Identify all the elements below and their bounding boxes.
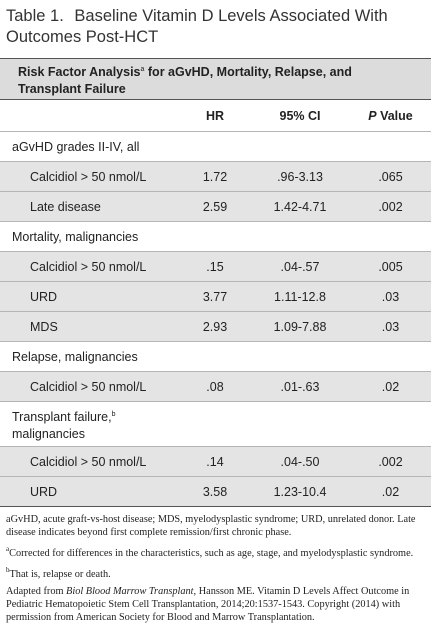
row-label: URD — [0, 476, 180, 507]
journal-name: Biol Blood Marrow Transplant — [66, 586, 194, 597]
section-text: malignancies — [12, 426, 85, 441]
data-row: URD 3.77 1.11-12.8.03 — [0, 281, 431, 312]
value-cell: .04-.57 — [250, 251, 350, 282]
source-text: Adapted from — [6, 586, 67, 597]
footnote: aCorrected for differences in the charac… — [6, 543, 426, 560]
section-text: Transplant failure, — [12, 409, 112, 424]
data-row: URD 3.58 1.23-10.4.02 — [0, 476, 431, 507]
table-label: Table 1. — [6, 7, 64, 25]
data-row: Calcidiol > 50 nmol/L 1.72.96-3.13.065 — [0, 161, 431, 192]
header-cell: P Value — [350, 99, 431, 132]
row-label: Calcidiol > 50 nmol/L — [0, 371, 180, 402]
value-cell: .01-.63 — [250, 371, 350, 402]
caption-text: Risk Factor Analysis — [18, 64, 141, 79]
section-row: Mortality, malignancies — [0, 221, 431, 252]
value-cell: .03 — [350, 311, 431, 342]
section-text: Mortality, malignancies — [12, 229, 139, 244]
caption-row: Risk Factor Analysisa for aGvHD, Mortali… — [0, 58, 431, 100]
footnote-text: Corrected for differences in the charact… — [9, 548, 414, 559]
footnote-text: That is, relapse or death. — [9, 569, 111, 580]
header-cell — [0, 99, 180, 132]
footnote-mark: a — [6, 545, 10, 553]
value-cell: .04-.50 — [250, 446, 350, 477]
value-cell: 1.72 — [180, 161, 250, 192]
row-label: Calcidiol > 50 nmol/L — [0, 446, 180, 477]
section-text: Relapse, malignancies — [12, 349, 138, 364]
section-row: Relapse, malignancies — [0, 341, 431, 372]
footnote: aGvHD, acute graft-vs-host disease; MDS,… — [6, 514, 416, 538]
header-cell: HR — [180, 99, 250, 132]
header-italic: P — [368, 108, 377, 123]
section-row: Transplant failure,b malignancies — [0, 401, 431, 447]
value-cell: 3.77 — [180, 281, 250, 312]
value-cell: 1.23-10.4 — [250, 476, 350, 507]
caption-cell: Risk Factor Analysisa for aGvHD, Mortali… — [0, 58, 431, 100]
value-cell: 1.42-4.71 — [250, 191, 350, 222]
row-label: Calcidiol > 50 nmol/L — [0, 161, 180, 192]
section-label: aGvHD grades II-IV, all — [0, 131, 431, 162]
value-cell: .03 — [350, 281, 431, 312]
row-label: MDS — [0, 311, 180, 342]
value-cell: .005 — [350, 251, 431, 282]
footnote-mark: a — [140, 65, 145, 73]
source-text: , Hansson ME. Vitamin D Levels Affect Ou… — [6, 586, 410, 623]
value-cell: .02 — [350, 371, 431, 402]
value-cell: .002 — [350, 191, 431, 222]
data-row: Calcidiol > 50 nmol/L .14.04-.50.002 — [0, 446, 431, 477]
column-header-row: HR 95% CI P Value — [0, 99, 431, 132]
source-note: Adapted from Biol Blood Marrow Transplan… — [6, 585, 426, 624]
value-cell: 2.93 — [180, 311, 250, 342]
value-cell: .002 — [350, 446, 431, 477]
data-row: Calcidiol > 50 nmol/L .15.04-.57.005 — [0, 251, 431, 282]
data-row: MDS 2.93 1.09-7.88.03 — [0, 311, 431, 342]
data-row: Calcidiol > 50 nmol/L .08.01-.63.02 — [0, 371, 431, 402]
header-text: Value — [376, 108, 413, 123]
value-cell: 3.58 — [180, 476, 250, 507]
data-row: Late disease 2.59 1.42-4.71.002 — [0, 191, 431, 222]
row-label: Late disease — [0, 191, 180, 222]
section-label: Transplant failure,b malignancies — [0, 401, 431, 447]
header-cell: 95% CI — [250, 99, 350, 132]
footnote: bThat is, relapse or death. — [6, 564, 426, 581]
value-cell: .065 — [350, 161, 431, 192]
caption-text: for aGvHD, Mortality, Relapse, and Trans… — [18, 64, 352, 96]
section-text: aGvHD grades II-IV, all — [12, 139, 140, 154]
value-cell: .14 — [180, 446, 250, 477]
value-cell: .96-3.13 — [250, 161, 350, 192]
data-table: Risk Factor Analysisa for aGvHD, Mortali… — [0, 58, 431, 507]
footnotes: aGvHD, acute graft-vs-host disease; MDS,… — [6, 513, 426, 628]
section-row: aGvHD grades II-IV, all — [0, 131, 431, 162]
value-cell: .08 — [180, 371, 250, 402]
row-label: Calcidiol > 50 nmol/L — [0, 251, 180, 282]
title-text: Baseline Vitamin D Levels Associated Wit… — [6, 7, 388, 46]
value-cell: 1.11-12.8 — [250, 281, 350, 312]
footnote-mark: b — [111, 410, 116, 418]
section-label: Relapse, malignancies — [0, 341, 431, 372]
table-title: Table 1. Baseline Vitamin D Levels Assoc… — [6, 6, 426, 48]
footnote-mark: b — [6, 566, 10, 574]
value-cell: .02 — [350, 476, 431, 507]
value-cell: 2.59 — [180, 191, 250, 222]
value-cell: .15 — [180, 251, 250, 282]
row-label: URD — [0, 281, 180, 312]
value-cell: 1.09-7.88 — [250, 311, 350, 342]
section-label: Mortality, malignancies — [0, 221, 431, 252]
